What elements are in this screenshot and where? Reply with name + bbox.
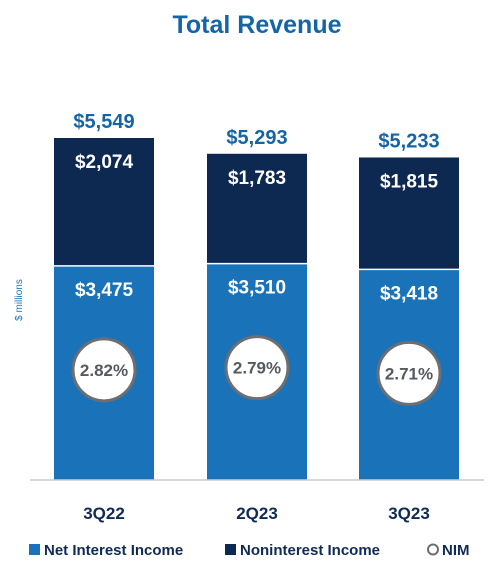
bar-noninterest-income [359,157,459,270]
legend-label: NIM [442,542,470,559]
chart-title: Total Revenue [172,11,341,39]
net-interest-income-label: $3,475 [75,280,134,301]
nim-marker [224,335,290,401]
nim-label: 2.82% [80,361,128,380]
nim-label: 2.79% [233,359,281,378]
total-label: $5,293 [226,127,287,149]
noninterest-income-label: $1,815 [380,171,439,192]
legend-swatch [225,544,236,555]
bars-layer: $5,549 $2,074 $3,475 2.82% $5,293 $1,783 $3,51… [54,111,459,480]
x-tick-label: 3Q23 [388,504,430,523]
net-interest-income-label: $3,510 [228,278,286,299]
nim-marker [376,340,442,406]
x-axis-ticks: 3Q22 2Q23 3Q23 [83,504,430,523]
net-interest-income-label: $3,418 [380,283,438,304]
legend: Net Interest Income Noninterest Income NIM [29,542,470,559]
bar-noninterest-income [54,138,154,266]
noninterest-income-label: $2,074 [75,152,134,173]
legend-label: Net Interest Income [44,542,183,559]
bar-noninterest-income [207,153,307,264]
y-axis-label: $ millions [14,279,25,321]
total-label: $5,233 [378,130,439,152]
nim-marker [71,337,137,403]
legend-swatch [29,544,40,555]
x-tick-label: 2Q23 [236,504,278,523]
legend-label: Noninterest Income [240,542,380,559]
total-label: $5,549 [73,111,134,133]
nim-label: 2.71% [385,364,433,383]
noninterest-income-label: $1,783 [228,168,286,189]
x-tick-label: 3Q22 [83,504,125,523]
legend-nim-marker [427,543,439,556]
